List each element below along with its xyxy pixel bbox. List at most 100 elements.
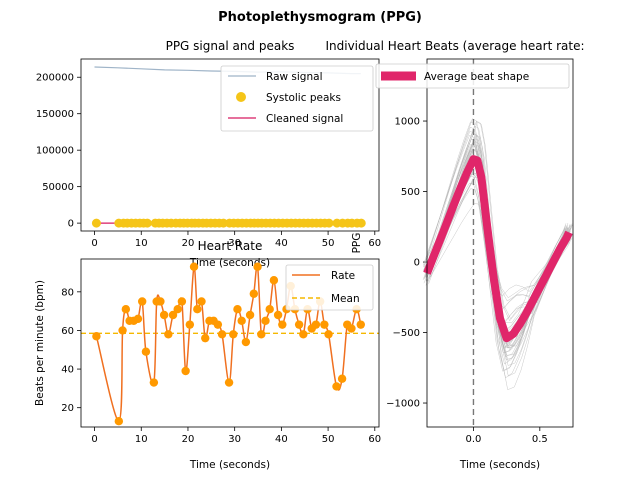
rate-plot-area [81,262,379,426]
rate-point [229,330,238,339]
rate-point [253,262,262,271]
systolic-peak-point [324,218,334,228]
signal-axes-frame [80,58,380,232]
signal-xlabel: Time (seconds) [189,257,270,269]
rate-point [278,320,287,329]
rate-ytick-label: 60 [61,326,74,337]
rate-xtick-label: 10 [135,434,148,445]
rate-xtick-label: 40 [275,434,288,445]
rate-point [241,337,251,347]
rate-point [237,316,246,325]
rate-ylabel: Beats per minute (bpm) [34,280,46,406]
rate-axes-frame [80,258,380,428]
rate-point [185,320,195,329]
beats-ylabel: PPG [351,233,363,254]
signal-xtick-label: 30 [228,238,241,249]
legend-average-beat-label: Average beat shape [424,71,529,83]
rate-ytick-label: 80 [61,287,74,298]
rate-point [133,314,143,324]
signal-ytick-label: 50000 [42,182,74,193]
rate-point [311,320,321,329]
rate-xtick-label: 0 [91,434,97,445]
systolic-peak-point [142,218,152,228]
beats-xlabel: Time (seconds) [459,459,540,471]
legend-systolic-peaks-swatch [236,92,246,102]
beats-ytick-label: 0 [414,258,420,269]
rate-point [217,330,227,339]
rate-xlabel: Time (seconds) [189,459,270,471]
rate-point [337,374,347,383]
rate-point [261,316,270,325]
signal-legend: Raw signal Systolic peaks Cleaned signal [220,65,374,132]
rate-xtick-label: 30 [228,434,241,445]
rate-point [197,297,206,306]
rate-point [356,320,365,329]
beats-xtick-label: 0.5 [532,434,548,445]
rate-point [114,417,124,426]
rate-point [164,330,173,339]
rate-ytick-label: 20 [61,403,74,414]
rate-point [189,262,199,271]
rate-xtick-label: 60 [368,434,381,445]
beats-panel: 0.0 0.5 −1000 −500 0 500 1000 Time (seconds) P… [325,39,584,471]
signal-xtick-label: 40 [275,238,288,249]
rate-xtick-label: 20 [182,434,195,445]
rate-point [224,378,234,387]
beats-legend-box [375,63,570,89]
rate-point [168,310,178,320]
beats-xtick-label: 0.0 [466,434,482,445]
signal-legend-box [220,65,374,132]
legend-rate-label: Rate [331,270,355,282]
rate-legend: Rate Mean [285,264,374,311]
rate-point [294,320,304,329]
legend-mean-label: Mean [331,293,360,305]
signal-xtick-label: 20 [182,238,195,249]
rate-point [159,310,169,320]
rate-point [245,310,255,320]
rate-point [173,305,182,314]
systolic-peak-point [356,218,366,228]
figure-title: Photoplethysmogram (PPG) [218,10,422,25]
rate-point [299,330,308,339]
rate-point [137,297,147,306]
rate-point [249,289,259,298]
rate-point [201,333,210,343]
signal-ticks: 0 10 20 30 40 50 60 0 50000 100000 150000 200000 [36,73,381,249]
rate-point [233,305,242,314]
beats-ytick-label: 1000 [395,117,420,128]
individual-beat-line [428,176,571,299]
signal-xtick-label: 10 [135,238,148,249]
beats-ytick-label: −1000 [386,399,420,410]
beats-legend: Average beat shape [375,63,570,89]
signal-xtick-label: 60 [368,238,381,249]
signal-ytick-label: 200000 [36,73,74,84]
legend-systolic-peaks-label: Systolic peaks [266,92,341,104]
individual-beat-line [426,154,569,360]
rate-panel: Heart Rate 0 10 20 30 40 50 60 20 40 60 80 Time (s… [34,239,381,471]
signal-ytick-label: 150000 [36,109,74,120]
rate-point [324,330,333,339]
rate-point [347,324,356,333]
average-beat-line [423,155,573,343]
rate-xtick-label: 50 [322,434,335,445]
systolic-peak-point [91,218,101,228]
signal-ytick-label: 0 [68,219,74,230]
rate-point [213,320,223,329]
rate-point [92,332,101,341]
beats-ticks: 0.0 0.5 −1000 −500 0 500 1000 [386,117,548,445]
beats-axes-frame [426,58,574,428]
rate-point [193,305,202,314]
rate-point [181,366,190,376]
signal-panel: PPG signal and peaks 0 10 20 30 40 50 60 0 50000… [36,39,381,269]
rate-point [121,305,131,314]
rate-ticks: 0 10 20 30 40 50 60 20 40 60 80 [61,287,381,445]
rate-point [273,310,283,320]
rate-point [265,305,274,314]
legend-raw-signal-label: Raw signal [266,71,322,83]
rate-point [141,347,151,356]
beats-panel-title: Individual Heart Beats (average heart ra… [325,39,584,53]
rate-point [118,326,127,335]
signal-panel-title: PPG signal and peaks [166,39,295,53]
beats-plot-area [422,59,574,427]
